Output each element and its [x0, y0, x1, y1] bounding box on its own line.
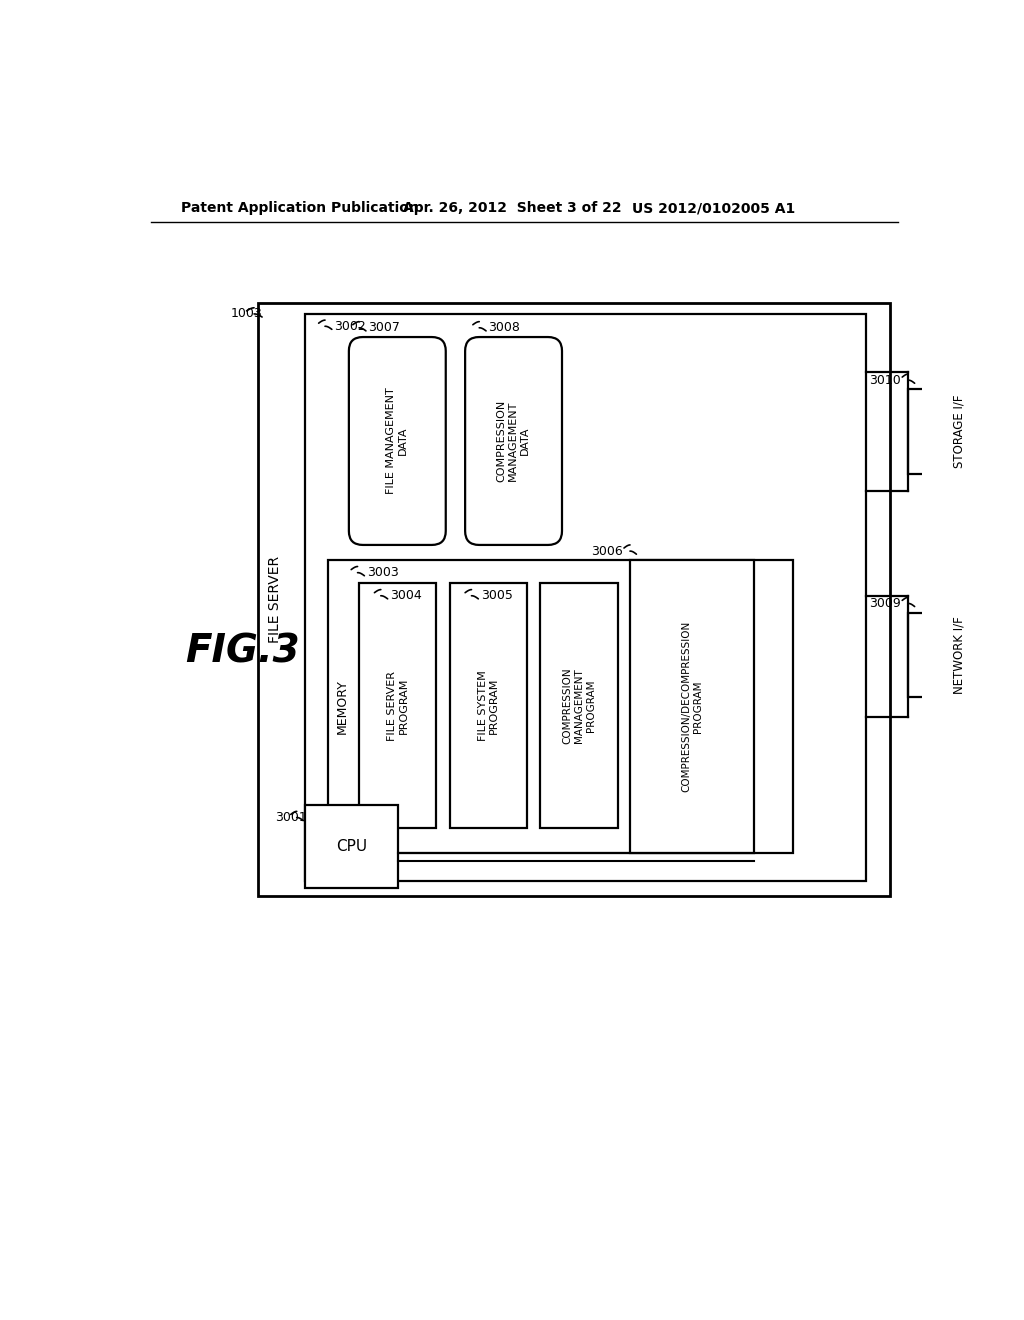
Bar: [305, 805, 397, 888]
Text: MEMORY: MEMORY: [336, 680, 348, 734]
Text: 3008: 3008: [488, 321, 520, 334]
FancyBboxPatch shape: [349, 337, 445, 545]
Bar: [630, 561, 755, 853]
Text: FILE SERVER: FILE SERVER: [268, 556, 283, 643]
Bar: [258, 304, 890, 896]
Bar: [908, 612, 1010, 697]
Text: 3009: 3009: [869, 597, 901, 610]
Text: COMPRESSION
MANAGEMENT
PROGRAM: COMPRESSION MANAGEMENT PROGRAM: [562, 668, 596, 744]
Text: STORAGE I/F: STORAGE I/F: [952, 395, 966, 469]
Text: CPU: CPU: [336, 840, 367, 854]
Bar: [908, 389, 1010, 474]
Bar: [359, 583, 436, 829]
Text: 3006: 3006: [591, 545, 623, 557]
Text: Patent Application Publication: Patent Application Publication: [180, 202, 419, 215]
Text: 3010: 3010: [869, 374, 901, 387]
Text: Apr. 26, 2012  Sheet 3 of 22: Apr. 26, 2012 Sheet 3 of 22: [403, 202, 622, 215]
Text: COMPRESSION
MANAGEMENT
DATA: COMPRESSION MANAGEMENT DATA: [497, 400, 529, 482]
Text: 3005: 3005: [480, 589, 512, 602]
Text: 3001: 3001: [275, 810, 307, 824]
Text: FILE SYSTEM
PROGRAM: FILE SYSTEM PROGRAM: [477, 671, 499, 742]
Bar: [328, 561, 793, 853]
Text: FIG.3: FIG.3: [185, 632, 300, 671]
Text: FILE SERVER
PROGRAM: FILE SERVER PROGRAM: [387, 671, 409, 741]
Bar: [305, 314, 866, 880]
Text: US 2012/0102005 A1: US 2012/0102005 A1: [632, 202, 795, 215]
Bar: [450, 583, 527, 829]
Text: NETWORK I/F: NETWORK I/F: [952, 616, 966, 694]
Text: 3007: 3007: [369, 321, 400, 334]
Text: 3003: 3003: [367, 566, 398, 579]
Text: 1003: 1003: [231, 308, 263, 321]
FancyBboxPatch shape: [465, 337, 562, 545]
Text: FILE MANAGEMENT
DATA: FILE MANAGEMENT DATA: [386, 388, 408, 495]
Bar: [541, 583, 617, 829]
Text: 3004: 3004: [390, 589, 422, 602]
Text: 3002: 3002: [334, 319, 366, 333]
Text: COMPRESSION/DECOMPRESSION
PROGRAM: COMPRESSION/DECOMPRESSION PROGRAM: [681, 620, 703, 792]
